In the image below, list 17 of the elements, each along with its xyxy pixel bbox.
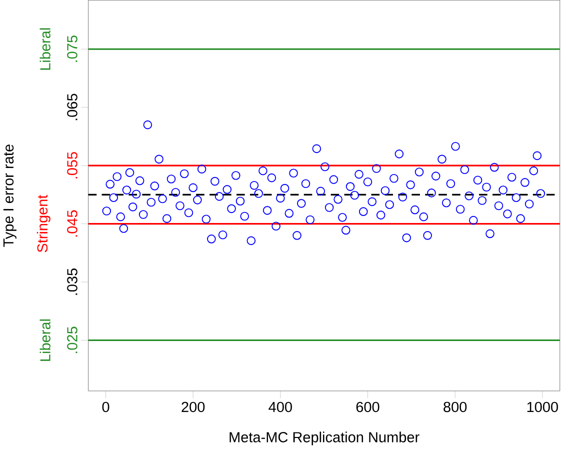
x-tick-label: 1000 (527, 402, 558, 412)
ref-line-label: Liberal (40, 320, 50, 362)
y-tick-label: .065 (67, 94, 78, 120)
x-tick-label: 600 (356, 402, 380, 412)
x-tick-label: 800 (444, 402, 467, 412)
x-tick-label: 400 (268, 402, 292, 412)
x-axis-title: Meta-MC Replication Number (230, 432, 420, 446)
y-tick-label: .045 (67, 210, 78, 237)
ref-line-label: Stringent (36, 195, 50, 252)
y-tick-label: .025 (67, 326, 78, 354)
y-tick-label: .075 (67, 36, 78, 62)
ref-line-label: Liberal (40, 28, 50, 70)
x-tick-label: 0 (102, 402, 110, 412)
y-tick-label: .035 (67, 268, 78, 295)
y-tick-label: .055 (67, 152, 78, 179)
x-tick-label: 200 (182, 402, 205, 412)
y-axis-title: Type I error rate (3, 144, 16, 248)
